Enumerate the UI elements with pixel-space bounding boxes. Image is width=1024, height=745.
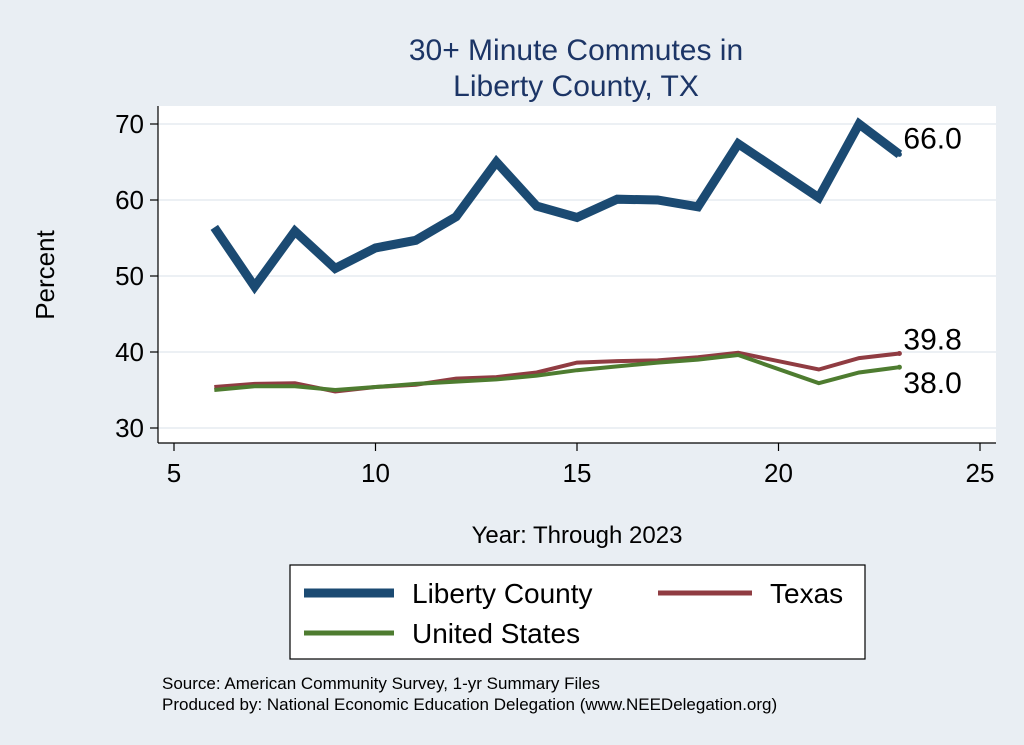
y-tick-label-70: 70 (115, 109, 144, 139)
end-label-liberty-county: 66.0 (903, 122, 961, 155)
chart-title-line-1: 30+ Minute Commutes in (409, 34, 743, 67)
end-labels: 66.0 39.8 38.0 (896, 122, 962, 400)
source-note: Source: American Community Survey, 1-yr … (162, 674, 600, 693)
x-tick-label-10: 10 (361, 458, 390, 488)
legend: Liberty County Texas United States (289, 564, 866, 660)
end-point-liberty-county (896, 151, 902, 157)
x-tick-label-5: 5 (167, 458, 181, 488)
y-tick-label-30: 30 (115, 413, 144, 443)
produced-by-note: Produced by: National Economic Education… (162, 695, 777, 714)
axes: 30 40 50 60 70 5 10 15 20 25 (115, 106, 996, 488)
series-line-united-states (214, 352, 900, 393)
x-tick-label-20: 20 (764, 458, 793, 488)
y-tick-label-60: 60 (115, 185, 144, 215)
x-axis-label: Year: Through 2023 (472, 522, 683, 549)
plot-area (158, 106, 996, 443)
x-tick-label-25: 25 (966, 458, 995, 488)
legend-label-united-states: United States (412, 618, 580, 649)
y-tick-label-50: 50 (115, 261, 144, 291)
end-label-united-states: 38.0 (903, 367, 961, 400)
x-tick-label-15: 15 (563, 458, 592, 488)
grid (158, 123, 996, 429)
end-point-united-states (896, 364, 902, 370)
legend-label-texas: Texas (770, 578, 843, 609)
legend-label-liberty-county: Liberty County (412, 578, 593, 609)
y-tick-label-40: 40 (115, 337, 144, 367)
end-label-texas: 39.8 (903, 324, 961, 357)
end-point-texas (896, 351, 902, 357)
y-axis-label: Percent (30, 229, 60, 319)
series (210, 117, 903, 394)
legend-box (289, 564, 866, 660)
chart-title-line-2: Liberty County, TX (453, 70, 699, 103)
series-line-liberty-county (210, 117, 903, 295)
